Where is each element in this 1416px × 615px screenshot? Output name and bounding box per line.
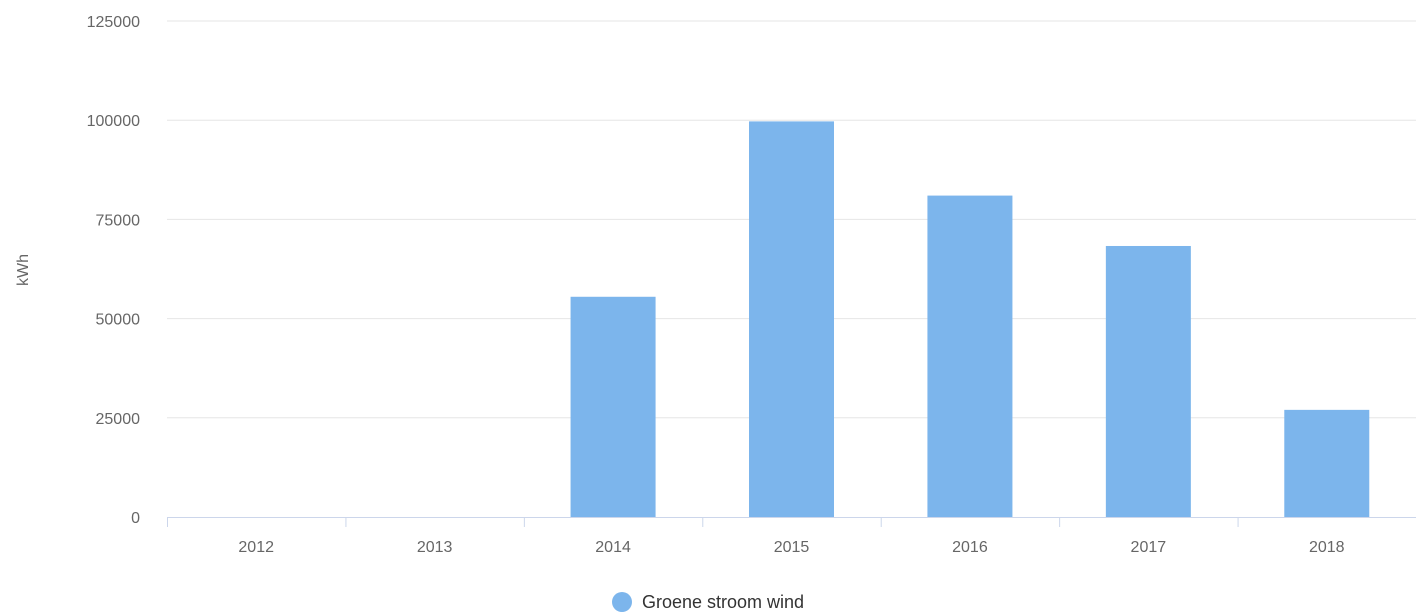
x-tick-label: 2013 bbox=[417, 539, 453, 556]
y-tick-label: 25000 bbox=[96, 411, 141, 428]
bars bbox=[570, 121, 1370, 518]
bar[interactable] bbox=[749, 121, 834, 517]
bar[interactable] bbox=[1284, 409, 1370, 517]
bar[interactable] bbox=[927, 195, 1013, 518]
y-tick-label: 50000 bbox=[96, 312, 141, 329]
legend-label: Groene stroom wind bbox=[641, 591, 805, 612]
x-tick-label: 2014 bbox=[595, 539, 631, 556]
x-tick-label: 2016 bbox=[952, 539, 988, 556]
legend-marker bbox=[611, 592, 632, 612]
y-tick-label: 75000 bbox=[96, 212, 141, 229]
x-tick-label: 2012 bbox=[238, 539, 274, 556]
x-axis bbox=[167, 517, 1416, 527]
bar[interactable] bbox=[1105, 245, 1191, 517]
y-tick-label: 100000 bbox=[87, 113, 140, 130]
y-tick-label: 125000 bbox=[87, 14, 140, 31]
bar[interactable] bbox=[570, 296, 656, 517]
legend: Groene stroom wind bbox=[0, 590, 1416, 614]
x-tick-label: 2018 bbox=[1309, 539, 1345, 556]
x-tick-label: 2017 bbox=[1131, 539, 1167, 556]
x-axis-tick-labels: 2012 2013 2014 2015 2016 2017 2018 bbox=[238, 539, 1344, 556]
legend-item-series[interactable]: Groene stroom wind bbox=[611, 591, 805, 613]
x-tick-label: 2015 bbox=[774, 539, 810, 556]
y-axis-tick-labels: 0 25000 50000 75000 100000 125000 bbox=[87, 14, 140, 527]
y-tick-label: 0 bbox=[131, 510, 140, 527]
y-axis-title: kWh bbox=[15, 254, 32, 286]
